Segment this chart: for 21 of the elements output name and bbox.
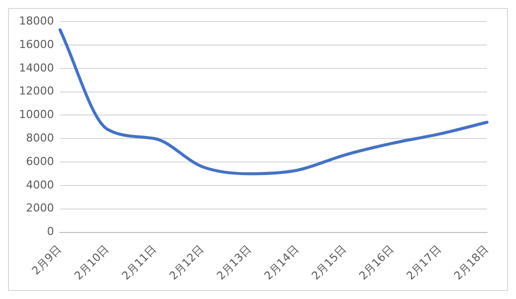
y-tick-label: 6000: [26, 154, 54, 168]
y-tick-label: 16000: [18, 38, 54, 51]
x-tick-label: 2月15日: [309, 242, 349, 282]
y-tick-label: 2000: [26, 202, 54, 215]
x-tick-label: 2月11日: [119, 242, 160, 282]
line-series: [58, 28, 488, 176]
x-tick-label: 2月18日: [452, 242, 492, 282]
y-tick-label: 4000: [26, 178, 54, 192]
x-tick-label: 2月16日: [356, 242, 396, 282]
y-tick-label: 0: [46, 225, 54, 238]
x-tick-label: 2月9日: [29, 242, 64, 278]
y-tick-label: 12000: [18, 84, 54, 98]
y-tick-label: 14000: [18, 61, 54, 74]
x-tick-label: 2月10日: [72, 242, 112, 282]
y-tick-label: 10000: [18, 108, 54, 122]
x-tick-label: 2月17日: [404, 242, 444, 282]
y-tick-label: 8000: [26, 131, 54, 144]
x-tick-label: 2月12日: [166, 242, 206, 282]
y-tick-label: 18000: [18, 14, 54, 28]
x-tick-label: 2月14日: [262, 242, 302, 282]
x-tick-label: 2月13日: [214, 242, 254, 282]
